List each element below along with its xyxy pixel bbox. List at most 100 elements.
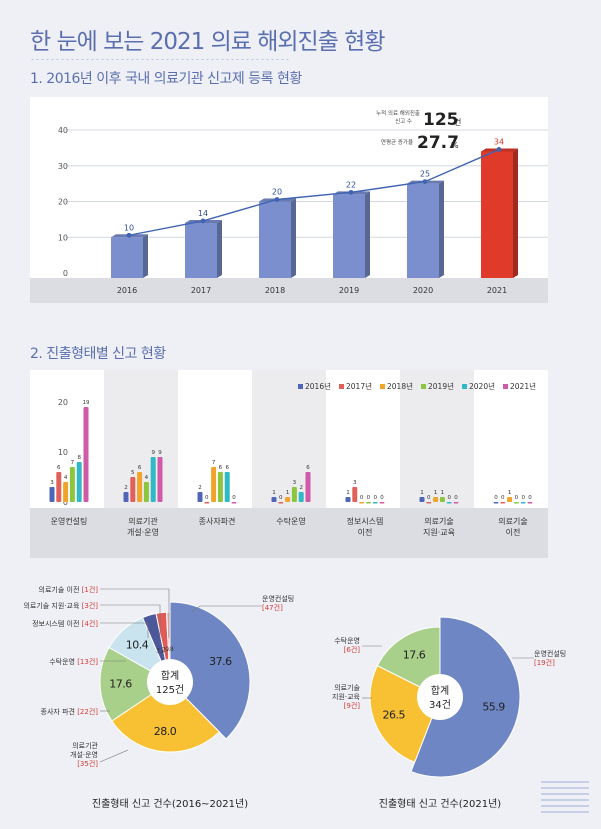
chart2-data-label: 9 xyxy=(158,450,162,456)
decor-lines xyxy=(541,781,589,817)
pie-value-label: 28.0 xyxy=(154,725,177,738)
chart2-data-label: 3 xyxy=(293,480,297,486)
pie-legend-count: [19건] xyxy=(534,658,555,667)
chart2-bar xyxy=(493,502,499,504)
chart1-data-label: 20 xyxy=(272,188,282,197)
chart2-bar xyxy=(217,472,223,502)
pie-title: 진출형태 신고 건수(2021년) xyxy=(379,798,502,810)
pie-legend-count: [35건] xyxy=(77,759,98,768)
chart2-data-label: 0 xyxy=(232,495,236,501)
chart2-category-label: 이전 xyxy=(506,527,521,537)
pie-center-label: 합계 xyxy=(161,670,179,682)
pie-center-label: 합계 xyxy=(431,685,449,697)
chart2-bar xyxy=(365,502,371,504)
chart2-bar xyxy=(204,502,210,504)
pie-legend-name: 종사자 파견 [22건] xyxy=(41,707,99,716)
chart2-column-band xyxy=(400,370,474,508)
chart1-xtick: 2017 xyxy=(191,286,211,295)
chart1-bar xyxy=(407,183,439,278)
chart2-data-label: 1 xyxy=(508,490,512,496)
pie-legend-count: [6건] xyxy=(344,645,361,654)
chart2-column-band xyxy=(474,370,548,508)
chart2-data-label: 2 xyxy=(299,485,303,491)
chart2-legend-label: 2020년 xyxy=(469,381,495,391)
pie-slice xyxy=(111,681,220,753)
chart2-ground xyxy=(30,508,548,558)
chart2-legend-swatch xyxy=(380,384,385,389)
chart2-ytick: 10 xyxy=(58,448,68,457)
pie-value-label: 10.4 xyxy=(126,639,149,652)
chart2-data-label: 6 xyxy=(219,465,223,471)
chart2-data-label: 0 xyxy=(454,495,458,501)
chart2-bar xyxy=(278,502,284,504)
pie-leader-line xyxy=(100,604,161,638)
chart2-data-label: 0 xyxy=(360,495,364,501)
chart2-bar xyxy=(157,457,163,502)
chart2-bar xyxy=(130,477,136,502)
chart2-bar xyxy=(352,487,358,502)
pie-legend-count: [3건] xyxy=(82,601,99,610)
chart2-data-label: 0 xyxy=(380,495,384,501)
chart2-bar xyxy=(83,407,89,502)
chart2-bar xyxy=(513,502,519,504)
chart2-bar xyxy=(453,502,459,504)
chart2-data-label: 4 xyxy=(64,475,68,481)
chart2-bar xyxy=(224,472,230,502)
page-title: 한 눈에 보는 2021 의료 해외진출 현황 xyxy=(30,29,385,55)
chart2-data-label: 0 xyxy=(447,495,451,501)
chart2-ytick: 0 xyxy=(63,498,68,507)
chart2-data-label: 7 xyxy=(71,460,75,466)
chart2-bar xyxy=(527,502,533,504)
pie-value-label: 55.9 xyxy=(482,701,505,714)
chart2-bar xyxy=(439,497,445,502)
pie-value-label: 17.6 xyxy=(403,649,426,662)
chart2-bar xyxy=(419,497,425,502)
chart1-trend-point xyxy=(200,218,206,224)
chart1-data-label: 10 xyxy=(124,223,134,232)
chart2-bar xyxy=(298,492,304,502)
pie-legend-name: 수탁운영 xyxy=(334,636,360,645)
pie-slice xyxy=(410,616,521,778)
chart2-bar xyxy=(231,502,237,504)
chart1-bar xyxy=(185,222,217,278)
chart2-category-label: 수탁운영 xyxy=(276,516,305,526)
chart2-bar xyxy=(426,502,432,504)
chart2-data-label: 0 xyxy=(515,495,519,501)
chart2-bar xyxy=(49,487,55,502)
chart2-bar xyxy=(433,497,439,502)
pie-legend-name: 개설·운영 xyxy=(70,750,98,759)
chart2-data-label: 4 xyxy=(145,475,149,481)
pie-leader-line xyxy=(99,749,129,763)
chart2-data-label: 9 xyxy=(151,450,155,456)
chart1-xtick: 2016 xyxy=(117,286,137,295)
summary-cagr-label: 연평균 증가율 xyxy=(381,138,413,146)
chart2-data-label: 0 xyxy=(521,495,525,501)
chart2-bar xyxy=(137,472,143,502)
pie-legend-count: [4건] xyxy=(82,619,99,628)
chart1-xtick: 2019 xyxy=(339,286,359,295)
chart2-legend-label: 2018년 xyxy=(387,381,413,391)
chart1-trend-point xyxy=(274,197,280,202)
chart1-bar xyxy=(259,201,291,278)
section1-title: 1. 2016년 이후 국내 의료기관 신고제 등록 현황 xyxy=(30,71,302,87)
chart2-data-label: 0 xyxy=(501,495,505,501)
pie-value-label: 26.5 xyxy=(383,708,406,721)
chart2-legend-swatch xyxy=(298,384,303,389)
pie-slice xyxy=(376,626,441,698)
chart1-ytick: 40 xyxy=(58,126,68,135)
chart1-ytick: 20 xyxy=(58,198,68,207)
chart1-trend-point xyxy=(422,179,428,185)
pie-legend-name: 의료기술 xyxy=(334,683,360,692)
chart2-data-label: 6 xyxy=(225,465,229,471)
chart2-category-label: 지원·교육 xyxy=(423,528,455,537)
section2-title: 2. 진출형태별 신고 현황 xyxy=(30,346,166,362)
chart1-bar xyxy=(481,151,513,278)
pie-title: 진출형태 신고 건수(2016~2021년) xyxy=(92,798,248,810)
pie-legend-name: 수탁운영 [13건] xyxy=(49,657,98,666)
summary-cum-label-1: 누적 의료 해외진출 xyxy=(376,109,420,117)
chart2-data-label: 6 xyxy=(306,465,310,471)
pie-leader-line xyxy=(191,605,262,613)
chart1-xtick: 2021 xyxy=(487,286,507,295)
chart2-bar xyxy=(69,467,75,502)
chart1-data-label: 14 xyxy=(198,209,208,218)
